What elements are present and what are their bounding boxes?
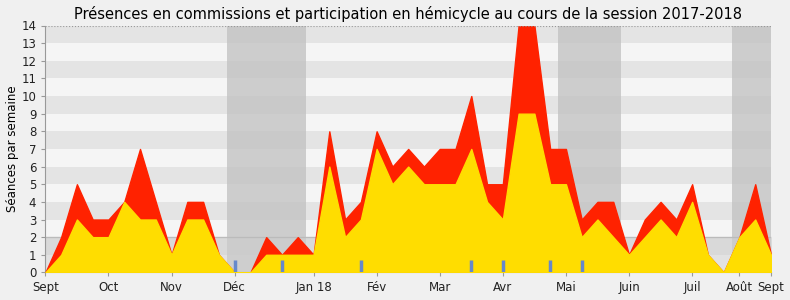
Bar: [45, 43, 771, 61]
Bar: [45, 131, 771, 149]
Y-axis label: Séances par semaine: Séances par semaine: [6, 85, 18, 212]
Bar: [45, 114, 771, 131]
Bar: [45, 237, 771, 255]
Bar: [45, 167, 771, 184]
Bar: [45, 61, 771, 78]
Bar: [732, 26, 771, 272]
Bar: [45, 149, 771, 166]
Bar: [45, 96, 771, 114]
Bar: [45, 184, 771, 202]
Bar: [45, 220, 771, 237]
Bar: [227, 26, 306, 272]
Bar: [45, 26, 771, 43]
Bar: [558, 26, 621, 272]
Title: Présences en commissions et participation en hémicycle au cours de la session 20: Présences en commissions et participatio…: [74, 6, 742, 22]
Bar: [45, 78, 771, 96]
Bar: [45, 202, 771, 220]
Bar: [45, 255, 771, 272]
